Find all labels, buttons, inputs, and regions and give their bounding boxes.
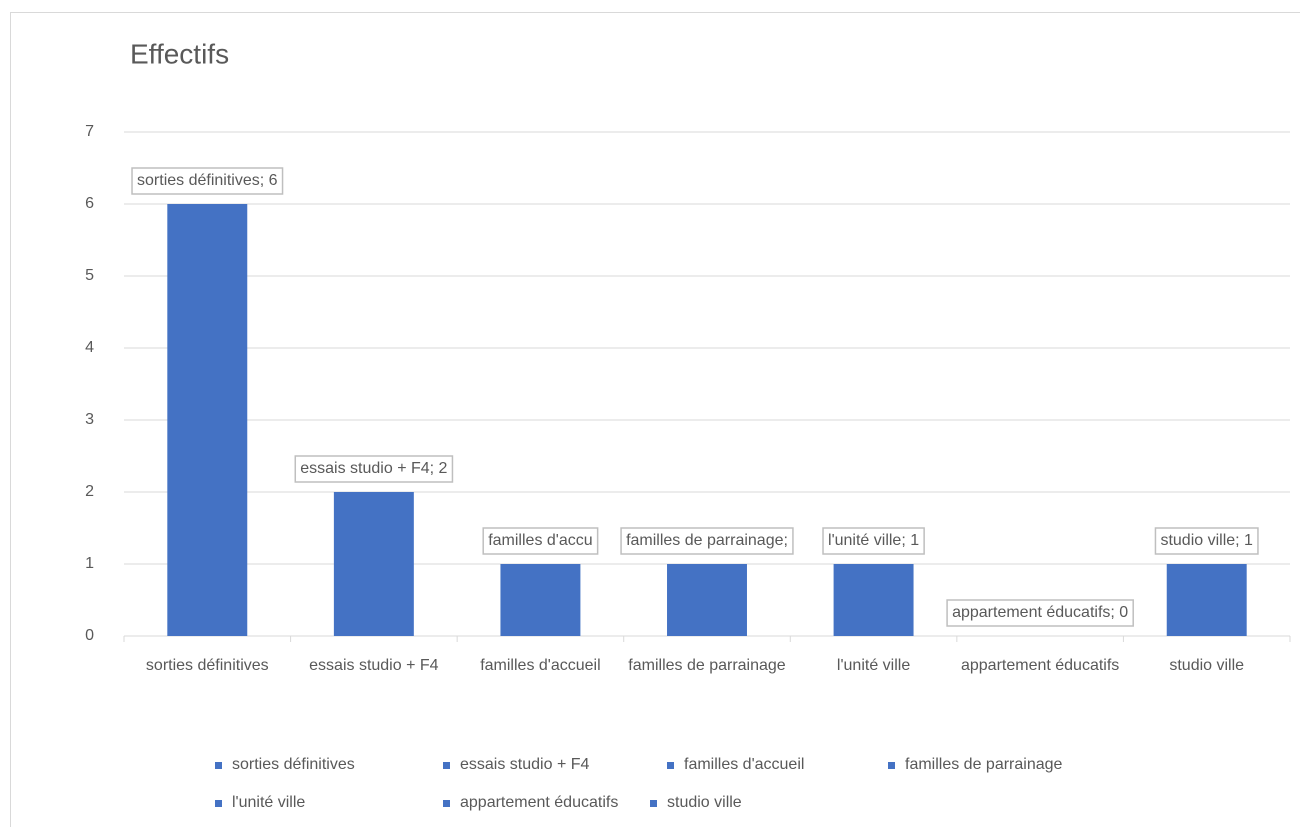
- y-tick-label: 4: [85, 339, 94, 356]
- legend-swatch: [443, 762, 450, 769]
- x-tick-label: sorties définitives: [146, 657, 269, 674]
- y-tick-label: 7: [85, 123, 94, 140]
- data-label-box: [1154, 527, 1259, 555]
- bar: [500, 564, 581, 636]
- bar: [167, 204, 248, 636]
- x-tick-label: appartement éducatifs: [961, 657, 1119, 674]
- x-tick-label: studio ville: [1169, 657, 1244, 674]
- legend-swatch: [667, 762, 674, 769]
- bar: [667, 564, 747, 636]
- y-tick-label: 0: [85, 627, 94, 644]
- data-label-box: [620, 527, 794, 555]
- data-label-box: [131, 167, 284, 195]
- legend-swatch: [215, 762, 222, 769]
- legend-label: familles d'accueil: [684, 756, 804, 773]
- chart-title: Effectifs: [130, 38, 229, 69]
- legend-label: sorties définitives: [232, 756, 355, 773]
- data-label: familles de parrainage;: [626, 532, 788, 549]
- legend-swatch: [443, 800, 450, 807]
- bar: [1166, 564, 1247, 636]
- data-label-box: [294, 455, 454, 483]
- data-label: essais studio + F4; 2: [300, 460, 447, 477]
- data-label: appartement éducatifs; 0: [952, 604, 1128, 621]
- x-tick-label: familles d'accueil: [480, 657, 600, 674]
- legend-label: studio ville: [667, 794, 742, 811]
- y-tick-label: 6: [85, 195, 94, 212]
- bar: [333, 492, 414, 636]
- data-label: sorties définitives; 6: [137, 172, 278, 189]
- bar: [833, 564, 914, 636]
- data-label: familles d'accu: [488, 532, 592, 549]
- data-label: l'unité ville; 1: [828, 532, 919, 549]
- legend-label: l'unité ville: [232, 794, 305, 811]
- legend-swatch: [650, 800, 657, 807]
- x-tick-label: essais studio + F4: [309, 657, 439, 674]
- y-tick-label: 1: [85, 555, 94, 572]
- legend-label: appartement éducatifs: [460, 794, 618, 811]
- x-tick-label: familles de parrainage: [628, 657, 786, 674]
- x-tick-label: l'unité ville: [837, 657, 910, 674]
- legend-label: familles de parrainage: [905, 756, 1063, 773]
- data-label-box: [822, 527, 925, 555]
- y-tick-label: 5: [85, 267, 94, 284]
- y-tick-label: 3: [85, 411, 94, 428]
- y-tick-label: 2: [85, 483, 94, 500]
- data-label-box: [482, 527, 599, 555]
- legend-label: essais studio + F4: [460, 756, 590, 773]
- legend-swatch: [215, 800, 222, 807]
- data-label-box: [946, 599, 1134, 627]
- legend-swatch: [888, 762, 895, 769]
- data-label: studio ville; 1: [1160, 532, 1253, 549]
